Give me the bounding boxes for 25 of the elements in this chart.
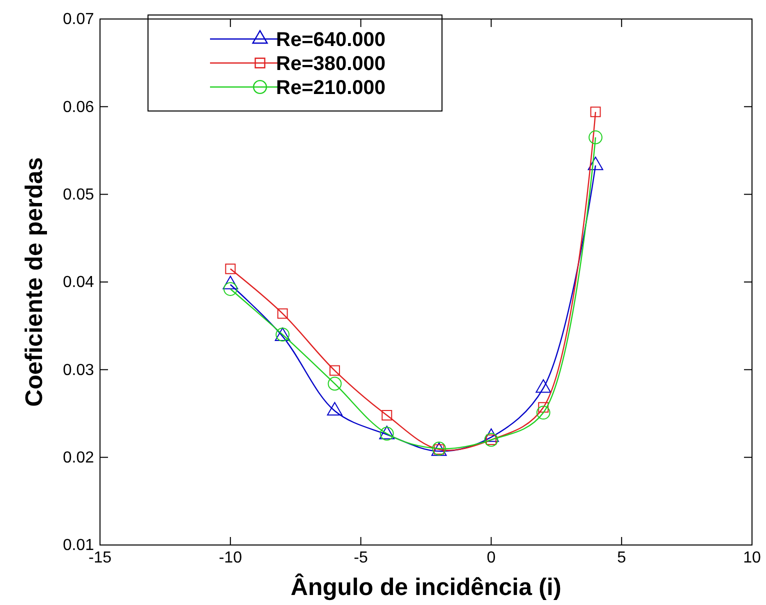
point: [588, 130, 602, 144]
legend-label: Re=210.000: [276, 77, 386, 99]
x-axis-title: Ângulo de incidência (i): [290, 573, 562, 601]
x-tick-label: -5: [354, 549, 368, 566]
point: [328, 376, 342, 391]
y-tick-label: 0.03: [62, 362, 94, 379]
x-tick-label: -10: [218, 549, 242, 566]
point: [590, 106, 601, 118]
point: [223, 282, 238, 296]
point: [225, 264, 236, 274]
point: [382, 410, 392, 420]
point: [536, 406, 550, 420]
legend-label: Re=640.000: [276, 29, 386, 51]
y-tick-label: 0.05: [62, 186, 94, 204]
point: [329, 365, 340, 376]
y-tick-label: 0.06: [62, 98, 94, 116]
x-tick-label: 10: [743, 549, 761, 566]
y-axis-title: Coeficiente de perdas: [21, 157, 48, 407]
x-tick-label: 0: [486, 549, 496, 566]
point: [277, 308, 288, 319]
y-tick-label: 0.02: [62, 449, 94, 466]
y-tick-label: 0.07: [62, 11, 94, 28]
x-tick-label: 5: [617, 549, 626, 566]
y-tick-label: 0.04: [62, 274, 94, 292]
legend-label: Re=380.000: [276, 53, 386, 75]
